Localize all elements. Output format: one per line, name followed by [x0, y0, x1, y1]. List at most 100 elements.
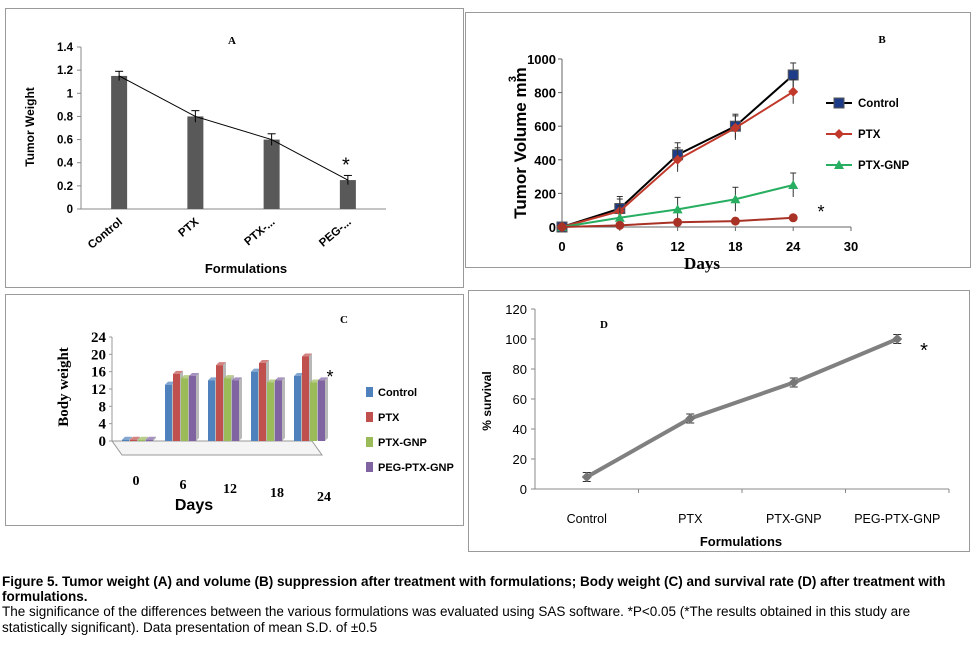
chart-c-bar — [275, 380, 282, 441]
chart-c-legend-swatch — [366, 387, 373, 397]
chart-d-y-tick-label: 20 — [513, 452, 527, 467]
chart-b-data-point — [614, 212, 625, 222]
chart-a-x-tick-label: PTX-... — [242, 216, 277, 248]
chart-d-y-tick-label: 0 — [520, 482, 527, 497]
chart-d-y-tick-label: 40 — [513, 422, 527, 437]
chart-c-y-tick-label: 20 — [91, 347, 106, 363]
chart-c-bar-top — [146, 436, 156, 440]
caption-body: The significance of the differences betw… — [2, 604, 911, 635]
chart-b-data-point — [672, 154, 683, 165]
chart-c-bar — [224, 378, 231, 441]
chart-b-y-tick-label: 600 — [534, 119, 556, 134]
chart-a-x-tick-label: PEG-... — [317, 216, 354, 249]
chart-d-data-point — [788, 377, 799, 388]
chart-d-y-tick-label: 120 — [505, 302, 527, 317]
chart-c-legend-label: PTX — [378, 412, 400, 424]
chart-a-y-tick-label: 1.2 — [57, 65, 73, 77]
chart-c-y-tick-label: 8 — [99, 399, 107, 415]
chart-c-legend-label: PEG-PTX-GNP — [378, 462, 454, 474]
chart-b-y-tick-label: 800 — [534, 86, 556, 101]
chart-d-y-tick-label: 60 — [513, 392, 527, 407]
chart-c-x-tick-label: 18 — [270, 486, 284, 501]
chart-a-panel-label: A — [228, 35, 236, 47]
chart-c-panel-label: C — [340, 314, 348, 326]
chart-c-bar-top — [181, 375, 191, 379]
chart-b-y-tick-label: 400 — [534, 153, 556, 168]
figure-caption: Figure 5. Tumor weight (A) and volume (B… — [2, 574, 972, 635]
chart-b-legend-label: PTX-GNP — [858, 160, 909, 172]
chart-a-y-tick-label: 0.6 — [57, 135, 73, 147]
chart-b-legend-marker — [834, 160, 844, 169]
chart-a-bar — [111, 75, 128, 209]
chart-c-floor — [111, 440, 323, 456]
chart-b-data-point — [672, 204, 683, 214]
chart-b-x-tick-label: 0 — [558, 239, 565, 254]
chart-b-panel-label: B — [878, 34, 886, 46]
chart-b-data-point — [730, 122, 741, 133]
chart-c-bar — [208, 380, 215, 441]
chart-b-x-tick-label: 18 — [728, 239, 742, 254]
chart-a-y-tick-label: 1.4 — [57, 42, 74, 54]
panel-d-survival-chart: D 0 20 40 60 80 100 120 Control PTX PTX-GNP PEG-PTX… — [468, 290, 970, 552]
chart-c-bar-top — [232, 377, 242, 381]
chart-b-legend-marker — [833, 97, 845, 109]
chart-a-y-tick-label: 0.4 — [57, 158, 74, 170]
chart-c-y-tick-label: 24 — [91, 330, 107, 346]
chart-c-bar-side — [129, 436, 132, 441]
chart-c-bar — [165, 384, 172, 441]
chart-b-x-axis-label: Days — [684, 254, 720, 273]
chart-b-data-point — [730, 216, 740, 226]
chart-c-bar-side — [196, 373, 199, 441]
chart-c-bar-top — [294, 373, 304, 376]
chart-c-bar-top — [216, 362, 226, 366]
chart-c-bar-side — [325, 377, 328, 441]
chart-c-x-tick-label: 12 — [223, 482, 237, 497]
chart-c-bar — [173, 373, 180, 441]
chart-b-legend-label: PTX — [858, 129, 881, 141]
chart-d-x-tick-label: PEG-PTX-GNP — [854, 512, 940, 526]
chart-c-bar-top — [275, 377, 285, 381]
chart-b-data-point — [787, 69, 799, 81]
chart-a-bar — [187, 116, 204, 209]
chart-c-legend-swatch — [366, 462, 373, 472]
chart-d-y-axis-label: % survival — [480, 371, 494, 430]
chart-b-data-point — [788, 213, 798, 223]
chart-b-x-tick-label: 6 — [616, 239, 623, 254]
chart-a-bar — [263, 139, 280, 209]
chart-a-bar — [339, 180, 356, 209]
chart-c-bar — [130, 439, 137, 441]
chart-c-bar — [122, 439, 129, 441]
chart-b-y-axis-label: Tumor Volume mm — [511, 67, 530, 218]
chart-c-x-axis-label: Days — [175, 497, 213, 514]
chart-c-bar — [294, 376, 301, 441]
chart-c-y-tick-label: 16 — [91, 365, 107, 381]
chart-c-bar-side — [282, 377, 285, 441]
chart-c-bar — [216, 365, 223, 441]
panel-c-body-weight-chart: C 0 4 8 12 16 20 24 0 6 12 18 24 * Body weight Days Cont… — [5, 294, 464, 526]
panel-b-tumor-volume-chart: B 0 200 400 600 800 1000 0 6 12 18 24 30 * Tumor Volum… — [465, 12, 971, 273]
chart-c-x-tick-label: 0 — [133, 474, 140, 489]
chart-b-data-point — [730, 194, 741, 204]
chart-c-y-tick-label: 4 — [99, 417, 107, 433]
chart-c-bar-top — [165, 381, 175, 385]
chart-c-bar — [232, 380, 239, 441]
chart-a-trend-line — [118, 75, 349, 181]
chart-b-y-tick-label: 1000 — [527, 52, 556, 67]
chart-b-data-point — [615, 220, 625, 230]
chart-a-svg: A 0 0.2 0.4 0.6 0.8 1 1.2 1.4 Control PTX PTX-... PE… — [23, 35, 386, 276]
chart-b-x-tick-label: 24 — [786, 239, 801, 254]
chart-d-x-axis-label: Formulations — [700, 534, 782, 549]
chart-c-bar — [189, 376, 196, 441]
chart-c-bar-top — [259, 360, 269, 363]
chart-a-x-tick-label: Control — [86, 216, 125, 251]
chart-d-svg: D 0 20 40 60 80 100 120 Control PTX PTX-GNP PEG-PTX… — [480, 302, 950, 549]
chart-c-bar-top — [130, 436, 140, 440]
chart-b-y-axis-label-superscript: 3 — [507, 76, 519, 82]
chart-d-data-point — [685, 413, 696, 424]
chart-b-x-tick-label: 12 — [670, 239, 684, 254]
chart-c-legend-swatch — [366, 437, 373, 447]
chart-a-significance-star: * — [342, 154, 350, 176]
chart-b-data-point — [788, 86, 799, 97]
chart-a-x-axis-label: Formulations — [205, 261, 287, 276]
